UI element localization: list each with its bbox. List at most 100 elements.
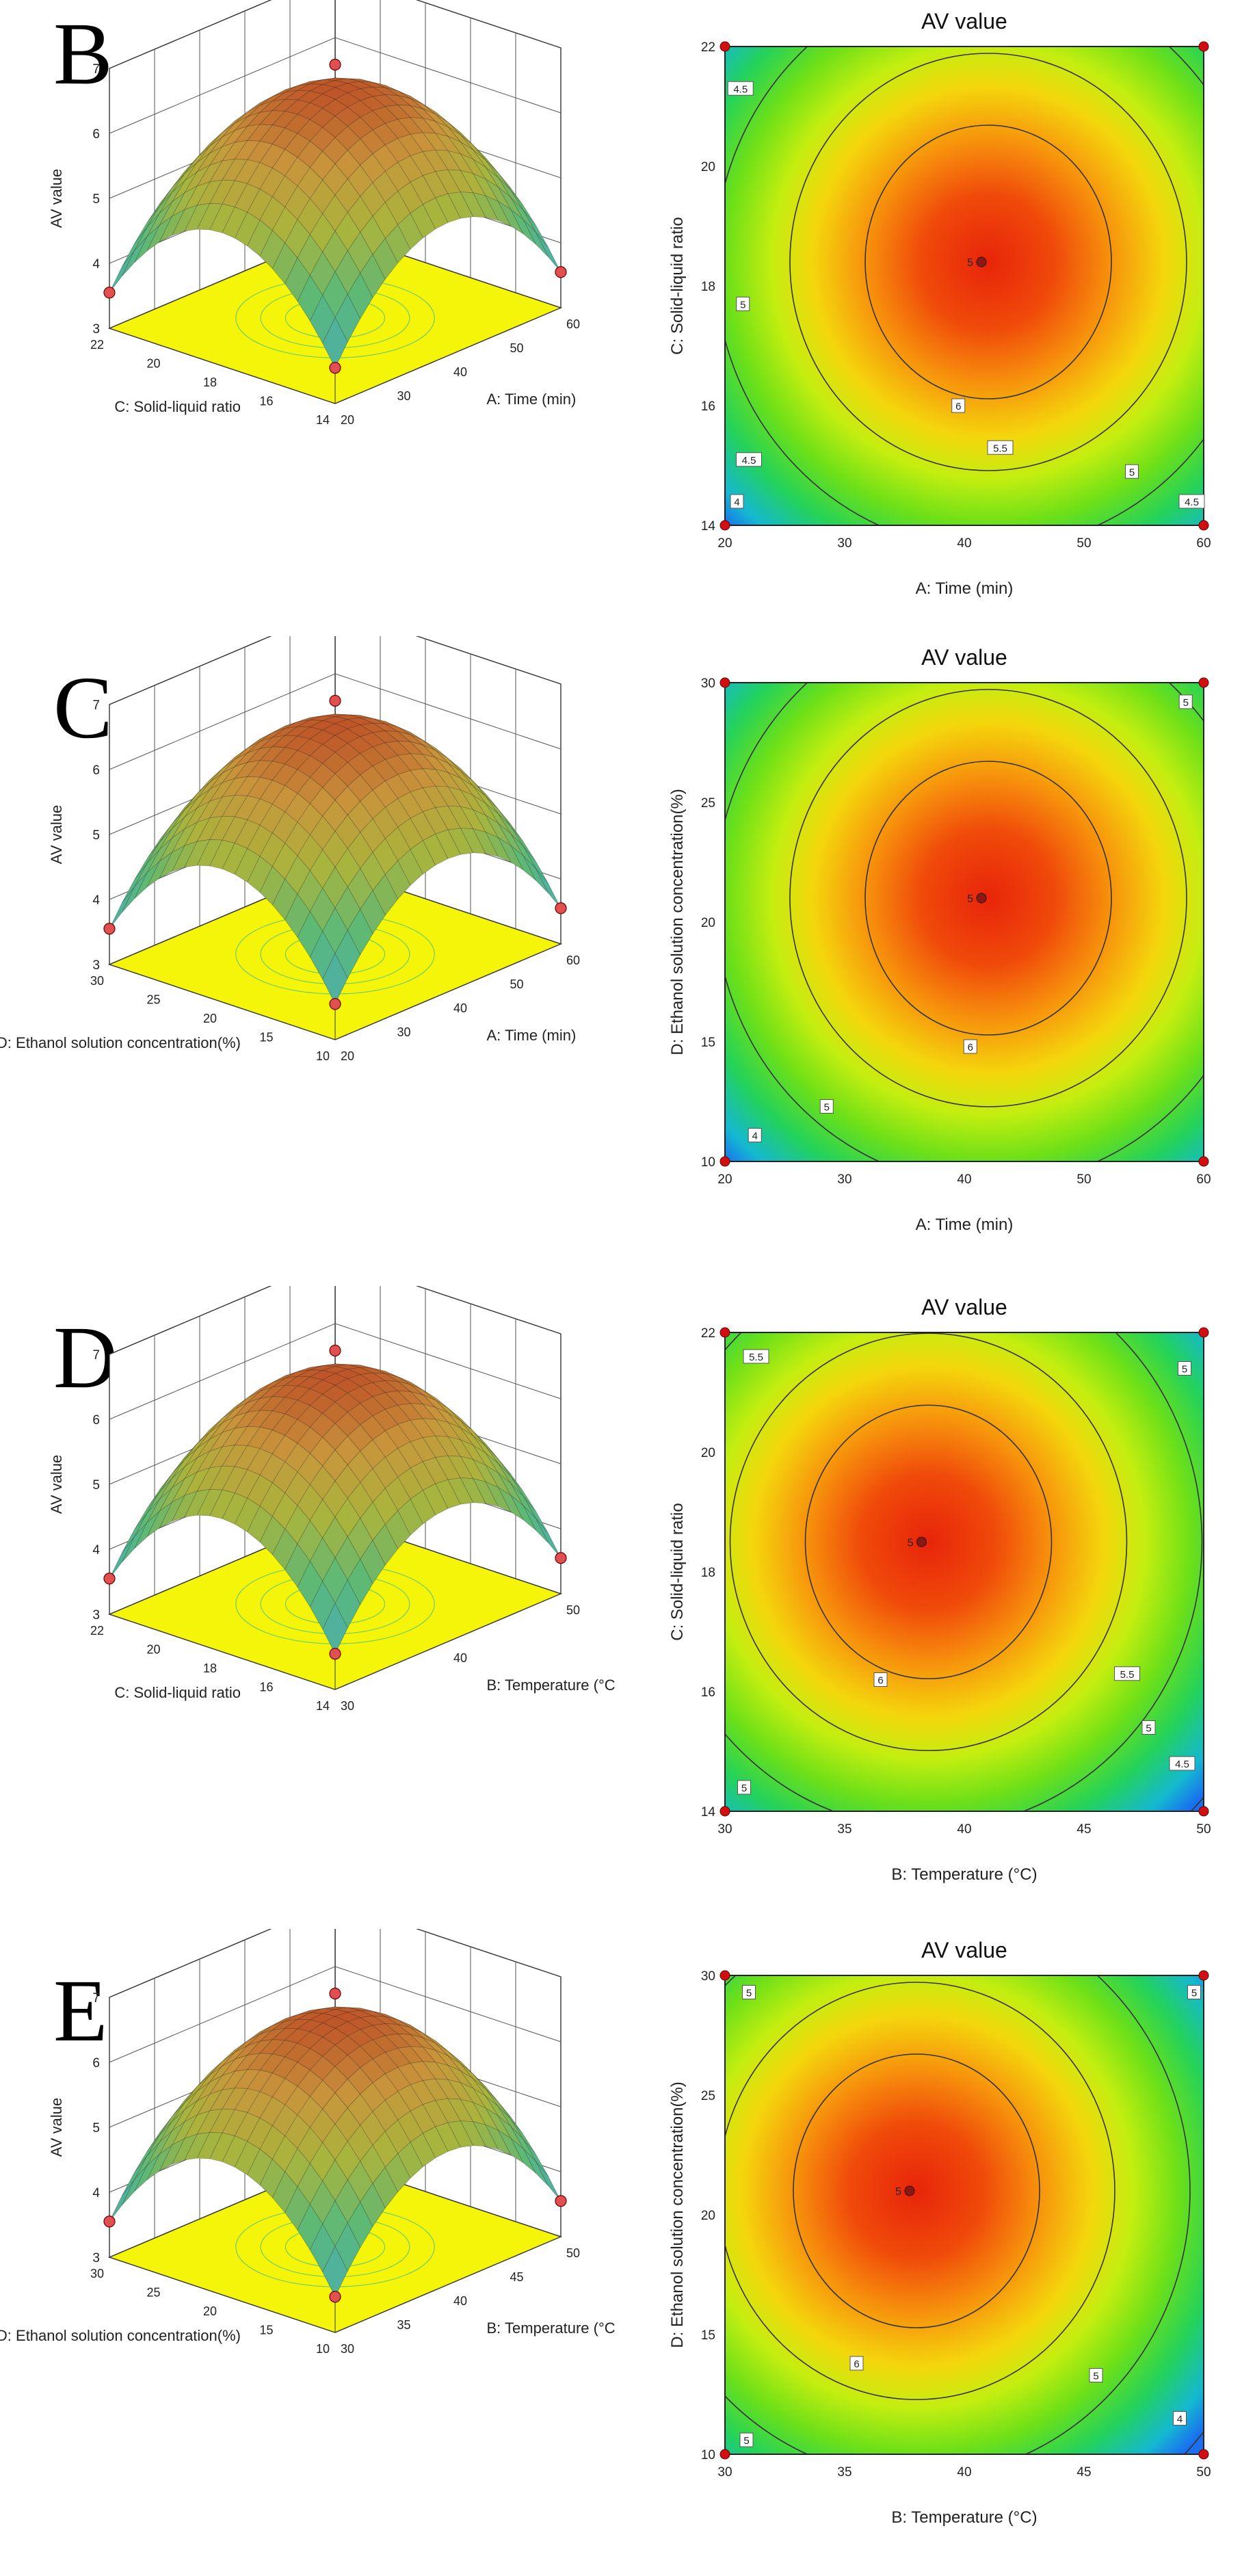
surface-patch	[285, 1419, 310, 1444]
surface-patch	[247, 824, 273, 857]
contour-line	[789, 53, 1187, 471]
z-axis-label: AV value	[48, 169, 65, 228]
contour-line	[864, 124, 1112, 399]
contour-plot: AV value 30 35 40 45 50 14 16 18 20 22 B: Temperatu…	[668, 1295, 1211, 1884]
z-tick-label: 5	[92, 2121, 100, 2135]
contour-fill	[725, 1332, 1204, 1811]
surface-patch	[422, 1404, 449, 1423]
surface-plot: 3 4 5 6 7 AV value 20 30 40 50 60 A: Time (min) 10 15…	[0, 636, 580, 1063]
surface-patch	[196, 160, 223, 187]
z-tick-label: 6	[92, 763, 100, 778]
surface-patch	[171, 185, 198, 217]
surface-patch	[285, 219, 310, 259]
center-point	[976, 893, 987, 904]
design-point	[1198, 1970, 1209, 1981]
surface-patch	[309, 1580, 336, 1630]
y-axis-label: C: Solid-liquid ratio	[668, 1503, 687, 1640]
surface-patch	[498, 1458, 524, 1492]
surface-patch	[209, 1489, 235, 1519]
surface-patch	[497, 187, 524, 220]
surface-patch	[422, 754, 449, 773]
surface-patch	[235, 1391, 261, 1410]
z-tick-label: 7	[92, 698, 100, 713]
surface-patch	[322, 773, 348, 801]
surface-patch	[334, 847, 361, 888]
contour-plot: AV value 20 30 40 50 60 14 16 18 20 22 A: Time (min…	[668, 9, 1211, 598]
surface-patch	[247, 162, 273, 189]
contour-label-box	[1169, 1756, 1195, 1771]
surface-patch	[321, 723, 349, 736]
y-axis-label: C: Solid-liquid ratio	[668, 217, 687, 354]
figure-row-e: E 3 4 5 6 7 AV value 30 35 40 45 50 B: Temperature …	[0, 1929, 1242, 2576]
surface-patch	[334, 1393, 361, 1412]
contour-level-label: 5.5	[1120, 1669, 1135, 1681]
center-point	[976, 257, 987, 267]
y-tick-label: 10	[316, 2342, 330, 2356]
surface-patch	[322, 1516, 348, 1559]
z-tick-label: 4	[92, 893, 100, 908]
z-axis-label: AV value	[48, 805, 65, 864]
design-point	[555, 2195, 567, 2207]
surface-patch	[197, 782, 223, 809]
surface-patch	[247, 1506, 273, 1542]
surface-patch	[172, 1448, 198, 1479]
contour-label-box	[1141, 1720, 1156, 1735]
surface-patch	[423, 2032, 449, 2051]
surface-patch	[460, 828, 486, 854]
contour-label-box	[737, 1780, 751, 1795]
chart-title: AV value	[921, 9, 1007, 34]
design-point	[1198, 1327, 1209, 1338]
surface-patch	[285, 822, 310, 856]
surface-patch	[385, 87, 411, 99]
surface-patch	[197, 768, 223, 794]
y-tick-label: 22	[90, 338, 104, 352]
surface-patch	[196, 203, 223, 231]
surface-patch	[209, 778, 236, 802]
surface-patch	[384, 860, 411, 900]
surface-patch	[460, 134, 486, 161]
surface-patch	[247, 188, 273, 221]
z-tick-label: 3	[92, 2251, 100, 2265]
plot-frame	[724, 682, 1204, 1162]
y-axis-label: D: Ethanol solution concentration(%)	[668, 2081, 687, 2348]
surface-patch	[197, 1423, 223, 1449]
surface-patch	[497, 837, 524, 871]
design-point	[1198, 1806, 1209, 1817]
y-tick-label: 15	[701, 2328, 715, 2343]
surface-patch	[172, 798, 198, 829]
z-tick-label: 4	[92, 1543, 100, 1558]
surface-patch	[334, 149, 361, 180]
surface-patch	[322, 1423, 348, 1451]
surface-patch	[497, 823, 524, 856]
y-tick-label: 20	[701, 916, 715, 930]
surface-patch	[334, 1435, 361, 1466]
x-tick-label: 40	[957, 536, 971, 551]
surface-patch	[285, 1399, 310, 1420]
x-tick-label: 30	[397, 1025, 411, 1039]
contour-level-label: 4.5	[1185, 497, 1199, 508]
surface-patch	[460, 1456, 486, 1482]
surface-patch	[172, 2086, 198, 2117]
surface-patch	[172, 2091, 198, 2122]
contour-level-label: 5	[824, 1102, 830, 1114]
design-point	[719, 2449, 730, 2460]
surface-patch	[171, 822, 198, 853]
contour-line	[725, 1332, 1203, 1811]
x-tick-label: 20	[717, 536, 732, 551]
surface-patch	[460, 1477, 486, 1504]
surface-patch	[498, 172, 524, 206]
chart-title: AV value	[921, 645, 1007, 670]
y-tick-label: 30	[90, 974, 104, 988]
surface-patch	[285, 2042, 310, 2063]
wall-grid-line	[109, 673, 561, 770]
surface-patch	[234, 2053, 261, 2072]
contour-level-label: 5.5	[993, 443, 1007, 454]
y-tick-label: 10	[316, 1049, 330, 1063]
surface-patch	[247, 2117, 273, 2150]
surface-patch	[423, 1394, 449, 1413]
contour-line	[725, 1975, 1191, 2454]
surface-patch	[285, 1505, 310, 1545]
design-point	[103, 1573, 116, 1585]
surface-patch	[535, 868, 561, 909]
surface-patch	[121, 2155, 148, 2196]
